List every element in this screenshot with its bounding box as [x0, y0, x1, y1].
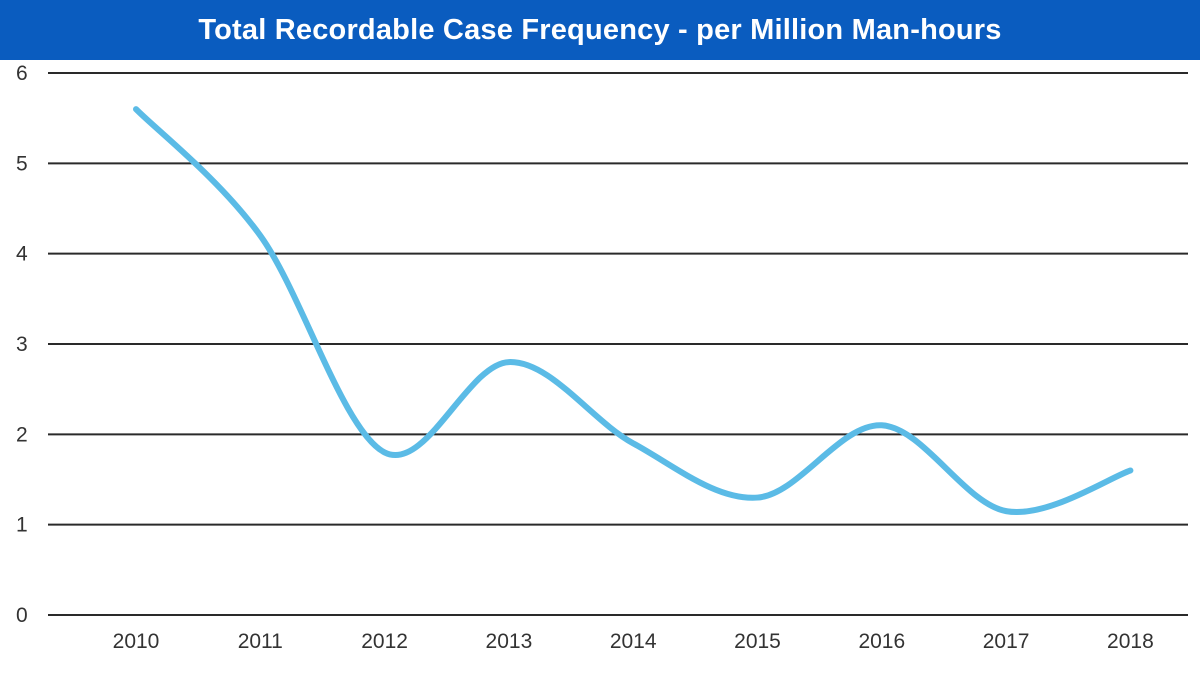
x-tick-label: 2010 [113, 630, 160, 653]
y-tick-label: 3 [16, 333, 28, 356]
x-tick-label: 2018 [1107, 630, 1154, 653]
series-layer [133, 106, 1134, 516]
series-line-0 [133, 106, 1134, 516]
x-axis-tick-labels: 2010 2011 2012 2013 2014 2015 2016 2017 2018 [113, 630, 1154, 653]
y-tick-label: 0 [16, 604, 28, 627]
x-tick-label: 2014 [610, 630, 657, 653]
x-tick-label: 2013 [486, 630, 533, 653]
chart-title: Total Recordable Case Frequency - per Mi… [198, 13, 1002, 46]
y-axis-tick-labels: 0 1 2 3 4 5 6 [16, 62, 28, 627]
x-tick-label: 2011 [238, 630, 283, 653]
y-tick-label: 6 [16, 62, 28, 85]
x-tick-label: 2015 [734, 630, 781, 653]
grid-lines [48, 72, 1188, 616]
chart-title-bar: Total Recordable Case Frequency - per Mi… [0, 0, 1200, 60]
y-tick-label: 1 [16, 514, 28, 537]
x-tick-label: 2017 [983, 630, 1030, 653]
x-tick-label: 2012 [361, 630, 408, 653]
y-tick-label: 5 [16, 152, 28, 175]
y-tick-label: 4 [16, 243, 28, 266]
y-tick-label: 2 [16, 423, 28, 446]
x-tick-label: 2016 [858, 630, 905, 653]
